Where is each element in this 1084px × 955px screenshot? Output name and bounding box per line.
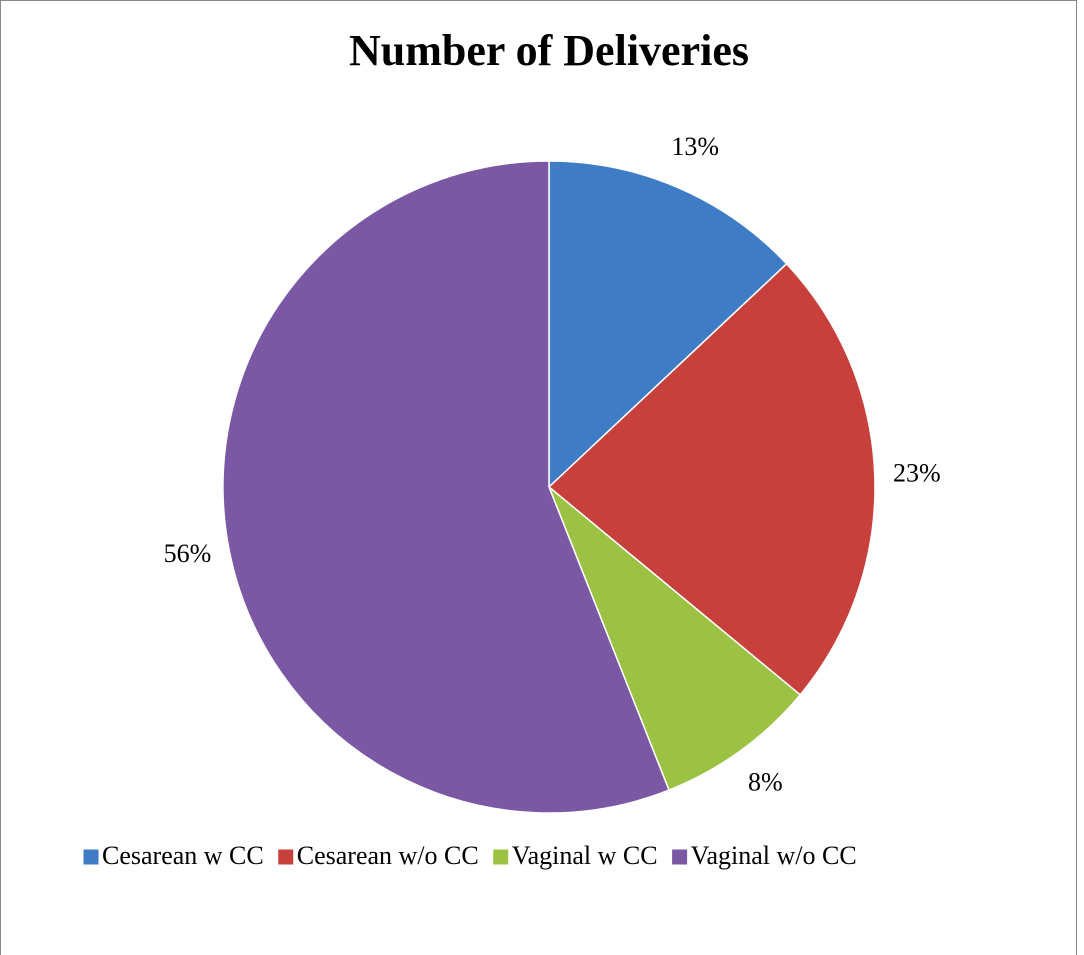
legend-swatch (277, 848, 295, 866)
pie-slice (548, 160, 788, 489)
legend-swatch (671, 848, 689, 866)
legend-label: Vaginal w CC (512, 841, 658, 870)
pie-slice (222, 160, 670, 814)
legend-label: Cesarean w CC (102, 841, 264, 870)
pie-slice (547, 262, 876, 696)
data-label: 23% (893, 458, 941, 487)
chart-title: Number of Deliveries (349, 26, 749, 75)
legend-label: Vaginal w/o CC (691, 841, 857, 870)
legend-swatch (492, 848, 510, 866)
data-label: 56% (164, 539, 212, 568)
data-label: 8% (748, 768, 783, 797)
legend-label: Cesarean w/o CC (297, 841, 479, 870)
data-label: 13% (671, 132, 719, 161)
legend-swatch (82, 848, 100, 866)
pie-slice (548, 486, 802, 792)
